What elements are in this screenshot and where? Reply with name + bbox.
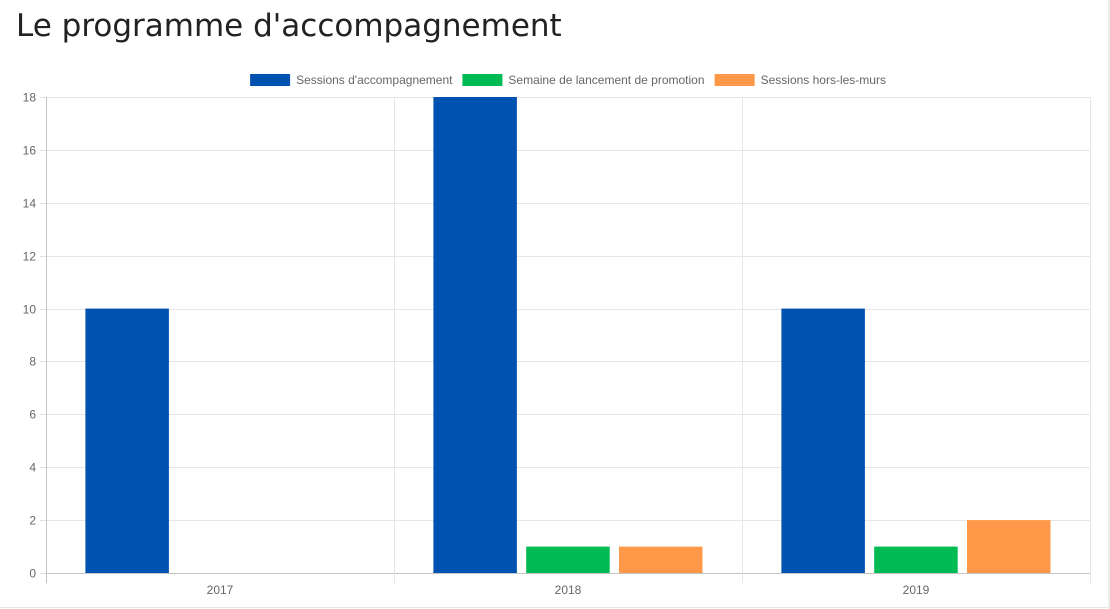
- bar: [781, 308, 865, 573]
- y-tick-label: 14: [23, 197, 37, 211]
- y-tick-label: 2: [29, 514, 36, 528]
- y-tick-label: 10: [23, 303, 37, 317]
- legend-label: Sessions hors-les-murs: [761, 73, 886, 87]
- legend-label: Sessions d'accompagnement: [296, 73, 453, 87]
- panel-right-border: [1108, 0, 1110, 609]
- legend-swatch: [714, 74, 755, 86]
- legend-swatch: [250, 74, 291, 86]
- x-tick-label: 2017: [207, 583, 234, 597]
- bar: [526, 546, 610, 573]
- y-tick-label: 8: [29, 355, 36, 369]
- y-tick-label: 6: [29, 408, 36, 422]
- legend-swatch: [462, 74, 503, 86]
- y-tick-label: 16: [23, 144, 37, 158]
- y-tick-label: 18: [23, 91, 37, 105]
- y-tick-label: 0: [29, 567, 36, 581]
- x-tick-label: 2019: [903, 583, 930, 597]
- bar: [874, 546, 958, 573]
- x-tick-label: 2018: [555, 583, 582, 597]
- legend-label: Semaine de lancement de promotion: [508, 73, 704, 87]
- bar: [619, 546, 703, 573]
- bar: [85, 308, 169, 573]
- y-tick-label: 12: [23, 250, 37, 264]
- bar: [967, 520, 1051, 573]
- y-tick-label: 4: [29, 461, 36, 475]
- page-title: Le programme d'accompagnement: [16, 8, 562, 44]
- panel-bottom-border: [0, 607, 1110, 608]
- bar: [433, 97, 517, 573]
